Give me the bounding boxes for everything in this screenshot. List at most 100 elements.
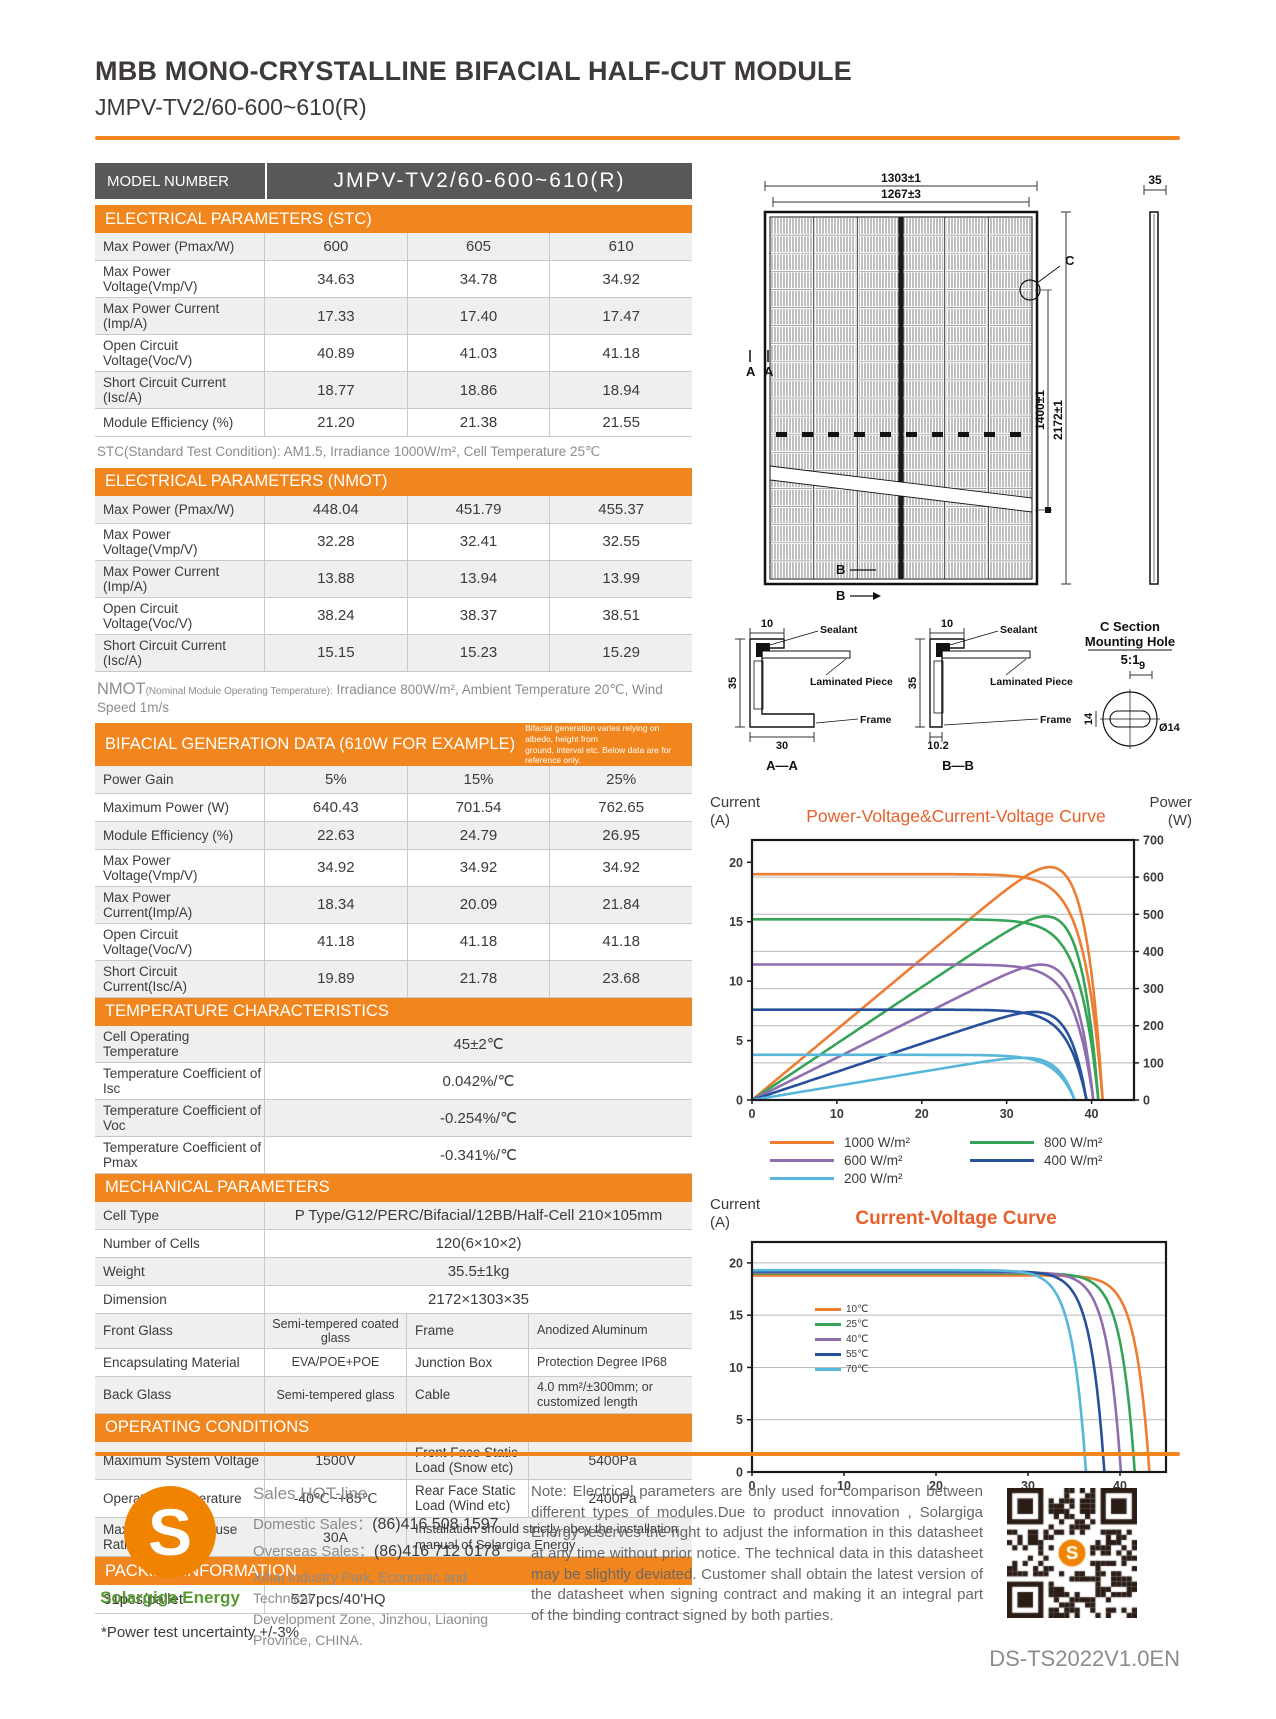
aa-dim-bottom: 30 [776, 740, 788, 752]
row-value: 2172×1303×35 [428, 1290, 529, 1308]
svg-text:300: 300 [1143, 982, 1164, 996]
row-value: 13.99 [602, 570, 640, 588]
dim-height-inner: 1400±1 [1033, 390, 1047, 430]
legend-swatch [815, 1368, 841, 1371]
dim-thickness: 35 [1148, 173, 1162, 187]
legend-swatch [770, 1159, 834, 1162]
table-row: Maximum Power (W) 640.43 701.54 762.65 [95, 793, 692, 822]
label-c: C [1065, 253, 1075, 268]
row-value: 18.34 [265, 886, 408, 923]
legend-label: 600 W/m² [844, 1153, 903, 1168]
bb-frame-label: Frame [1040, 714, 1072, 726]
row-value: 13.94 [408, 560, 551, 597]
domestic-sales-line: Domestic Sales：(86)416 508 1597 [253, 1513, 505, 1536]
row-value: 527pcs/40'HQ [291, 1590, 386, 1608]
table-row: Max Power (Pmax/W) 448.04 451.79 455.37 [95, 495, 692, 524]
legend-item: 1000 W/m² [770, 1135, 962, 1150]
row-label: Encapsulating Material [95, 1348, 265, 1376]
svg-text:500: 500 [1143, 908, 1164, 922]
bb-sealant-label: Sealant [1000, 624, 1038, 636]
row-label: Module Efficiency (%) [95, 821, 265, 849]
legend-swatch [970, 1141, 1034, 1144]
row-value: 21.78 [408, 960, 551, 997]
row-value: 24.79 [408, 821, 551, 849]
row-value: 1500V [265, 1441, 407, 1479]
section-header-temperature: TEMPERATURE CHARACTERISTICS [95, 997, 692, 1026]
svg-text:10: 10 [830, 1107, 844, 1121]
domestic-sales-number: (86)416 508 1597 [372, 1515, 499, 1533]
table-row: Module Efficiency (%) 22.63 24.79 26.95 [95, 821, 692, 850]
table-row: Cell Operating Temperature 45±2℃ [95, 1025, 692, 1063]
overseas-sales-number: (86)416 712 0178 [373, 1542, 501, 1560]
row-label: Short Circuit Current (Isc/A) [95, 634, 265, 671]
logo-name: Solargiga Energy [100, 1588, 240, 1607]
pv-iv-chart: Current (A) Power-Voltage&Current-Voltag… [710, 794, 1192, 1186]
aa-frame-profile [749, 638, 815, 728]
row-value: 34.63 [265, 261, 408, 297]
nmot-footnote-expansion: (Nominal Module Operating Temperature): [145, 685, 333, 697]
row-value: 15% [408, 765, 551, 793]
row-value: 35.5±1kg [447, 1262, 510, 1280]
row-label: Back Glass [95, 1376, 265, 1413]
table-row: Cell Type P Type/G12/PERC/Bifacial/12BB/H… [95, 1201, 692, 1230]
section-electrical-stc: ELECTRICAL PARAMETERS (STC) Max Power (P… [95, 205, 692, 468]
table-row: Module Efficiency (%) 21.20 21.38 21.55 [95, 409, 692, 437]
row-value: Semi-tempered coated glass [265, 1313, 407, 1348]
svg-text:10: 10 [729, 1361, 743, 1375]
module-front-view-drawing: 1303±1 1267±3 C A A B B [746, 171, 1167, 603]
row-value: 38.51 [602, 607, 640, 625]
svg-text:5: 5 [736, 1413, 743, 1427]
svg-text:20: 20 [929, 1479, 943, 1493]
row-value: 21.55 [602, 414, 640, 431]
company-logo: S Solargiga Energy [95, 1482, 245, 1651]
document-number: DS-TS2022V1.0EN [989, 1646, 1180, 1671]
legend-item: 70℃ [815, 1364, 868, 1375]
row-value: 15.15 [265, 634, 408, 671]
row-value: 45±2℃ [453, 1035, 504, 1053]
table-row: Open Circuit Voltage(Voc/V) 40.89 41.03 41.… [95, 335, 692, 372]
row-value: 40.89 [265, 335, 408, 371]
sales-hotline-title: Sales HOT-line [253, 1484, 368, 1503]
bifacial-table: Power Gain 5% 15% 25% Maximum Power (W) 640.4… [95, 765, 692, 998]
legend-label: 40℃ [846, 1334, 869, 1345]
row-value: 41.18 [602, 933, 640, 951]
legend-item: 40℃ [815, 1334, 868, 1345]
model-number-value: JMPV-TV2/60-600~610(R) [267, 163, 692, 199]
right-axis-unit: (W) [1167, 812, 1192, 829]
section-mechanical: MECHANICAL PARAMETERS Cell Type P Type/G1… [95, 1173, 692, 1414]
row-value: 605 [408, 233, 551, 260]
legend-item: 55℃ [815, 1349, 868, 1360]
table-row: Temperature Coefficient of Pmax -0.341%/℃ [95, 1136, 692, 1174]
bb-laminated-label: Laminated Piece [990, 676, 1073, 688]
section-electrical-nmot: ELECTRICAL PARAMETERS (NMOT) Max Power (… [95, 467, 692, 724]
row-value: 34.92 [602, 270, 640, 288]
svg-text:0: 0 [749, 1479, 756, 1493]
aa-frame-label: Frame [860, 714, 892, 726]
svg-text:40: 40 [1085, 1107, 1099, 1121]
row-label: Max Power Voltage(Vmp/V) [95, 261, 265, 297]
row-value: -0.341%/℃ [440, 1146, 517, 1164]
logo-icon: S [124, 1486, 216, 1578]
c-section-subtitle: Mounting Hole [1085, 634, 1175, 649]
row-value: 41.18 [408, 923, 551, 960]
row-value: 32.55 [602, 533, 640, 551]
legend-item: 200 W/m² [770, 1171, 962, 1186]
legend-item: 800 W/m² [970, 1135, 1162, 1150]
row-label: Junction Box [407, 1348, 529, 1376]
row-label: Cable [407, 1376, 529, 1413]
row-value: 20.09 [408, 886, 551, 923]
label-b: B [836, 562, 845, 577]
legend-label: 10℃ [846, 1304, 869, 1315]
legal-note: Note: Electrical parameters are only use… [531, 1483, 983, 1625]
nmot-footnote-term: NMOT [97, 679, 146, 698]
row-label: Front Glass [95, 1313, 265, 1348]
row-value: 41.18 [602, 344, 640, 362]
header-divider [95, 136, 1180, 140]
table-row: Max Power Voltage(Vmp/V) 34.63 34.78 34.92 [95, 261, 692, 298]
row-value: 448.04 [265, 495, 408, 523]
row-value: 21.38 [408, 409, 551, 436]
left-axis-unit: (A) [710, 812, 730, 829]
row-label: Frame [407, 1313, 529, 1348]
row-value: 26.95 [602, 826, 640, 844]
